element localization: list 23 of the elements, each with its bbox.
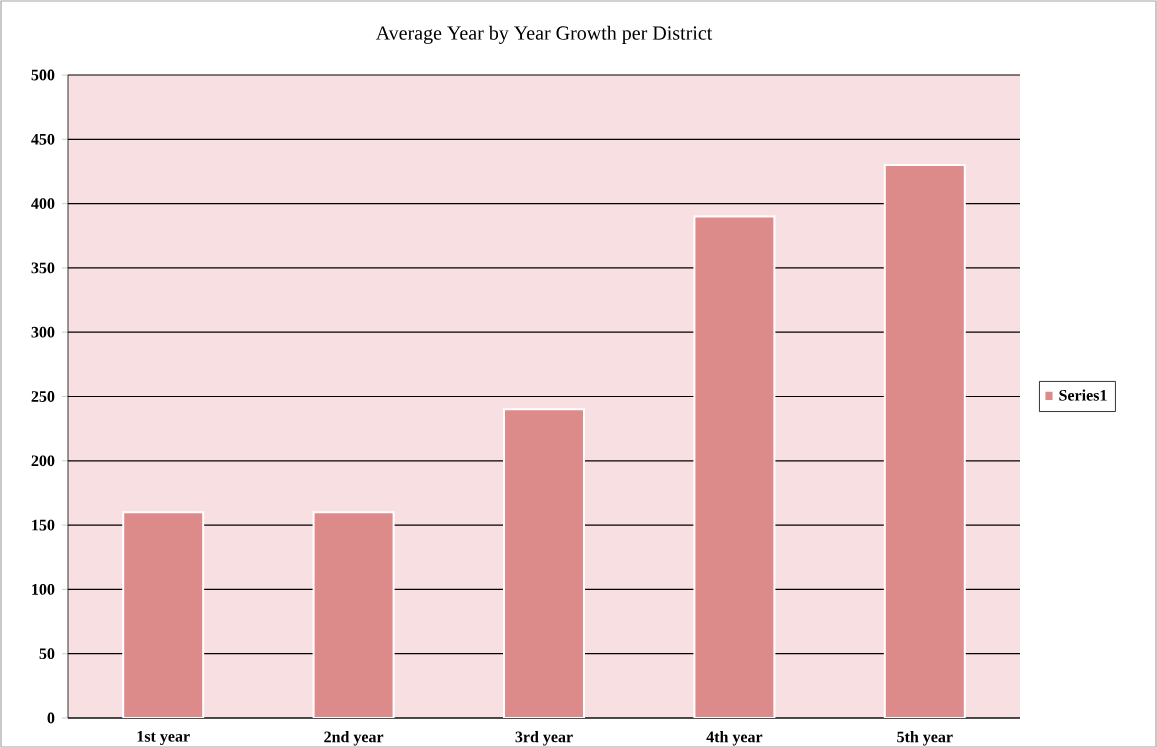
y-tick-label: 250: [31, 391, 55, 402]
x-tick-label: 2nd year: [324, 731, 384, 746]
y-tick-label: 500: [31, 69, 55, 81]
y-tick-label: 400: [31, 198, 55, 209]
bar: [693, 215, 776, 718]
chart-title: Average Year by Year Growth per District: [375, 25, 713, 44]
x-tick-label: 4th year: [706, 731, 763, 746]
bar: [883, 164, 966, 718]
bar: [122, 511, 205, 718]
bar: [312, 511, 395, 718]
x-tick-label: 5th year: [897, 731, 953, 746]
y-tick-label: 150: [32, 519, 55, 531]
x-tick-label: 1st year: [137, 731, 190, 746]
y-tick-label: 200: [31, 455, 55, 467]
y-tick-label: 350: [31, 262, 55, 274]
y-tick-label: 50: [39, 648, 55, 660]
y-tick-label: 450: [31, 133, 55, 145]
bar: [503, 408, 585, 718]
y-tick-label: 100: [32, 583, 55, 595]
x-tick-label: 3rd year: [515, 731, 573, 746]
legend-label: Series1: [1059, 389, 1107, 401]
y-tick-label: 0: [47, 712, 55, 724]
y-tick-label: 300: [31, 326, 55, 338]
